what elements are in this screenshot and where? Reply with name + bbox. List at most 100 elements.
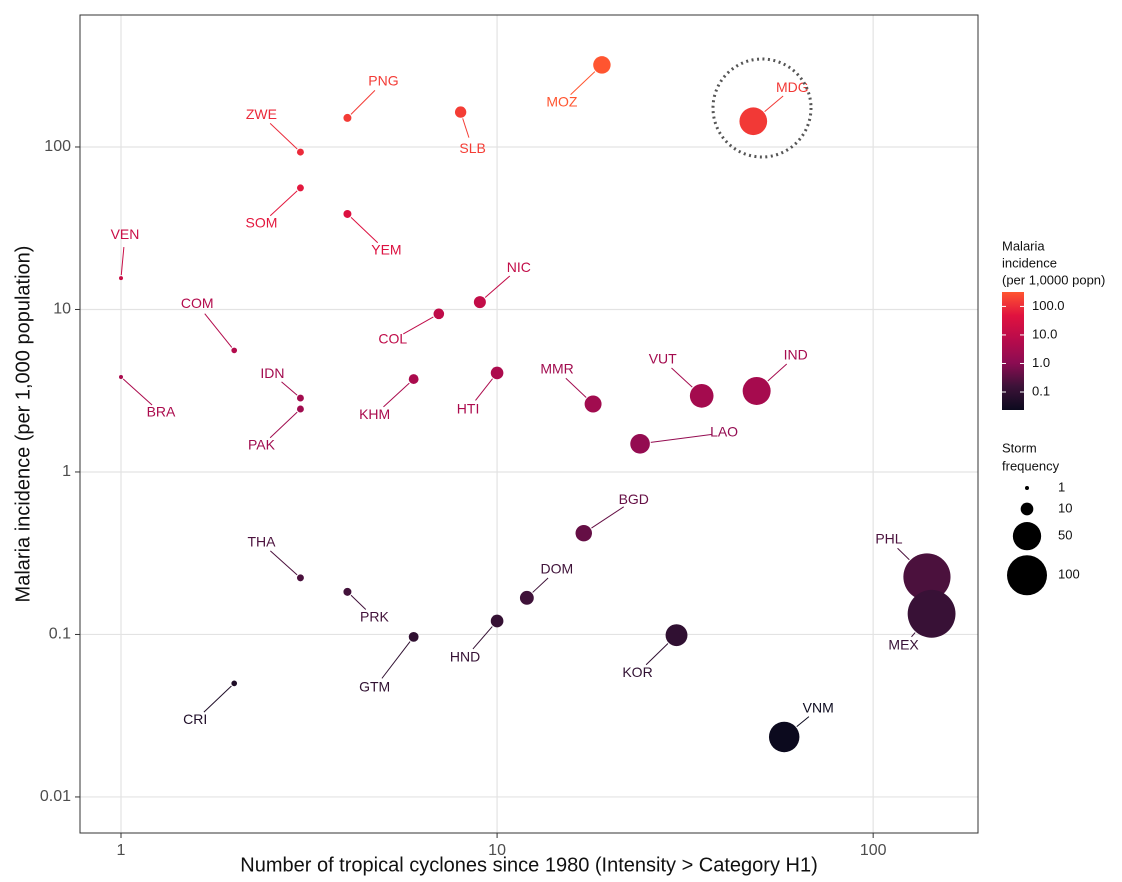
bubble — [593, 56, 611, 74]
point-label: HND — [450, 649, 480, 665]
size-legend-key — [1007, 555, 1047, 596]
plot-border — [79, 14, 979, 834]
point-label: GTM — [359, 679, 390, 695]
bubble — [473, 296, 486, 309]
point-label: DOM — [541, 561, 574, 577]
bubble — [296, 148, 304, 156]
size-legend-label: 10 — [1058, 500, 1072, 515]
bubble — [742, 376, 771, 405]
bubble — [343, 587, 352, 596]
label-connector — [381, 641, 411, 679]
size-legend-key — [1025, 486, 1029, 490]
x-tick-label: 1 — [117, 842, 126, 859]
colorbar-tick-label: 100.0 — [1032, 298, 1065, 313]
label-connector — [269, 411, 298, 439]
label-connector — [203, 685, 232, 713]
point-label: ZWE — [246, 106, 277, 122]
bubble — [490, 614, 504, 628]
bubble — [584, 395, 602, 413]
y-tick-label: 0.1 — [49, 626, 71, 643]
label-connector — [897, 547, 910, 561]
label-connector — [764, 95, 784, 113]
bubble — [296, 394, 304, 402]
label-connector — [120, 246, 125, 276]
bubble — [296, 184, 304, 192]
size-legend-label: 100 — [1058, 567, 1080, 582]
label-connector — [204, 313, 233, 348]
bubble — [665, 624, 688, 647]
size-legend-label: 1 — [1058, 479, 1065, 494]
color-legend-title: (per 1,0000 popn) — [1002, 272, 1105, 287]
bubble — [907, 589, 956, 638]
color-legend-title: Malaria — [1002, 238, 1045, 253]
bubble — [490, 366, 504, 380]
y-tick-label: 1 — [62, 463, 71, 480]
bubble — [119, 276, 124, 281]
point-label: PNG — [368, 73, 398, 89]
label-connector — [645, 643, 669, 666]
label-connector — [350, 217, 379, 244]
bubble — [739, 107, 768, 136]
label-connector — [350, 90, 376, 115]
point-label: VUT — [649, 351, 677, 367]
bubble — [119, 375, 124, 380]
colorbar-tick-label: 1.0 — [1032, 355, 1050, 370]
grid: 1 10 100 0.01 0.1 1 10 100 — [40, 15, 978, 859]
colorbar — [1002, 292, 1024, 410]
point-label: COL — [378, 331, 407, 347]
label-connector — [532, 577, 549, 593]
bubble — [343, 209, 352, 218]
label-connector — [911, 632, 916, 638]
label-connector — [475, 378, 493, 401]
point-label: IDN — [260, 365, 284, 381]
bubble — [519, 590, 534, 605]
point-label: MDG — [776, 79, 809, 95]
bubble — [689, 384, 714, 408]
point-label: IND — [784, 347, 808, 363]
x-tick-label: 100 — [860, 842, 887, 859]
label-connector — [383, 382, 410, 408]
y-tick-label: 0.01 — [40, 788, 71, 805]
x-tick-label: 10 — [488, 842, 506, 859]
x-axis-title: Number of tropical cyclones since 1980 (… — [240, 854, 818, 876]
bubble — [768, 721, 800, 753]
label-connector — [269, 123, 298, 150]
bubble — [296, 574, 304, 582]
point-label: SOM — [245, 215, 277, 231]
label-connector — [565, 377, 587, 398]
point-label: VNM — [803, 700, 834, 716]
colorbar-tick-label: 0.1 — [1032, 383, 1050, 398]
label-connector — [591, 506, 625, 529]
point-label: COM — [181, 295, 214, 311]
size-legend-label: 50 — [1058, 528, 1072, 543]
label-connector — [122, 378, 153, 406]
label-connector — [270, 550, 298, 576]
bubble — [343, 113, 352, 122]
y-axis-title: Malaria incidence (per 1,000 population) — [12, 246, 34, 603]
bubble — [433, 308, 445, 320]
size-legend-title: frequency — [1002, 458, 1060, 473]
label-connector — [484, 275, 511, 298]
point-label: SLB — [459, 140, 485, 156]
label-connector — [796, 716, 810, 728]
point-label: PRK — [360, 609, 389, 625]
label-connector — [281, 381, 298, 396]
point-label: VEN — [111, 226, 140, 242]
label-connector — [767, 363, 788, 382]
point-label: KOR — [622, 664, 652, 680]
point-label: BGD — [619, 491, 649, 507]
highlight-circle — [711, 57, 813, 159]
label-connector — [269, 190, 298, 217]
point-label: THA — [247, 534, 276, 550]
colorbar-tick-label: 10.0 — [1032, 326, 1057, 341]
y-tick-label: 10 — [53, 301, 71, 318]
point-label: PAK — [248, 437, 276, 453]
label-connector — [570, 71, 596, 95]
bubble — [296, 405, 304, 413]
marks: PNG ZWE SLB MOZ MDG SOM YEM VEN NIC COL COM IDN PAK B… — [111, 56, 956, 753]
point-label: LAO — [710, 424, 738, 440]
bubble — [575, 524, 592, 542]
